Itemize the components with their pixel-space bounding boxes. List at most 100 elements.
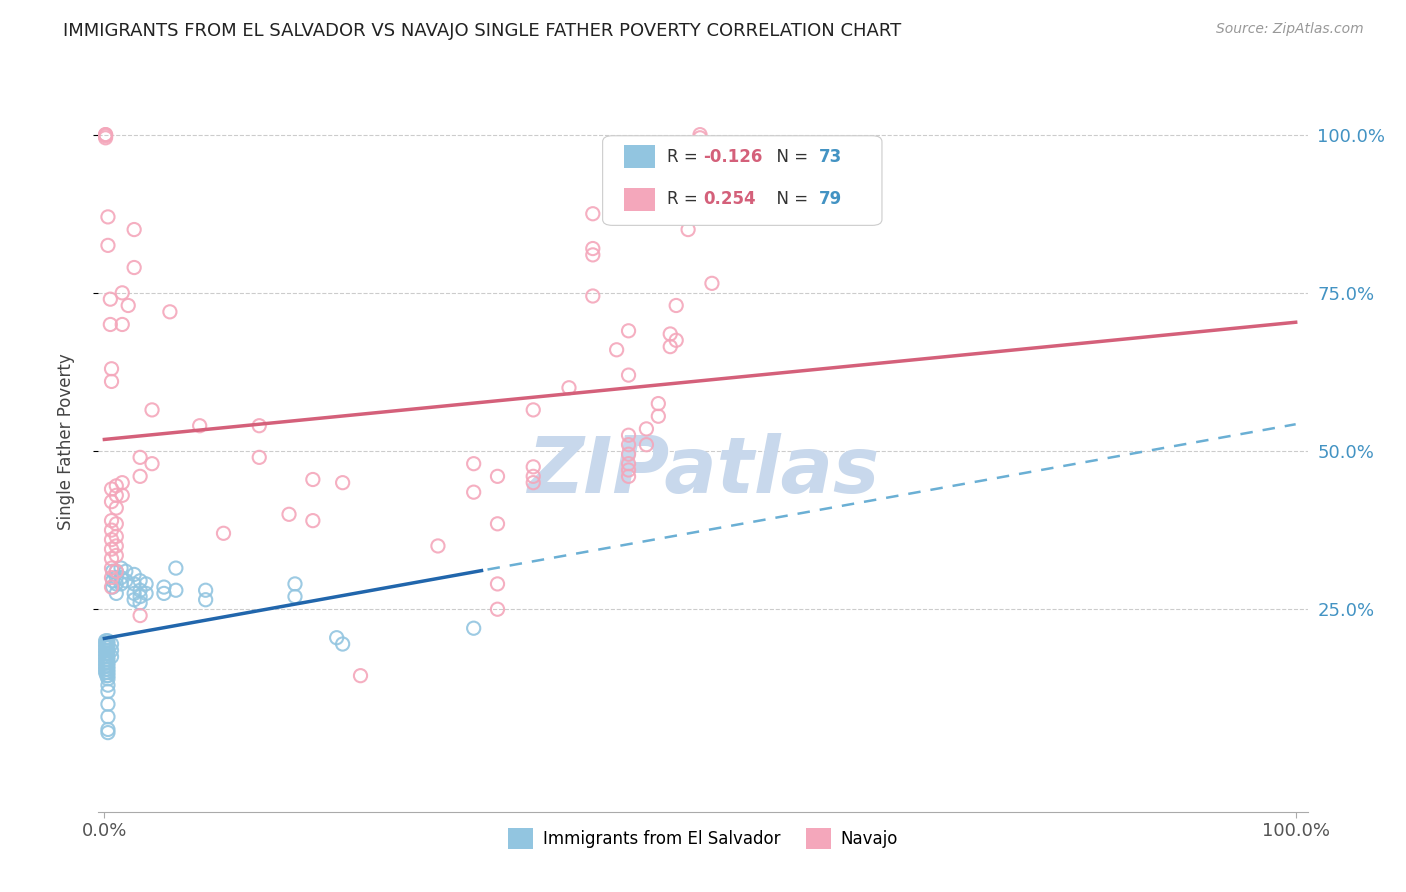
Point xyxy=(94,665,117,680)
Point xyxy=(97,659,120,673)
Point xyxy=(122,592,145,607)
Point xyxy=(94,128,117,143)
Text: 79: 79 xyxy=(820,191,842,209)
Point xyxy=(110,571,132,585)
Point xyxy=(617,428,640,442)
Point xyxy=(617,469,640,483)
Point xyxy=(96,649,118,664)
Point xyxy=(101,564,124,578)
Point xyxy=(97,725,120,739)
Y-axis label: Single Father Poverty: Single Father Poverty xyxy=(56,353,75,530)
Point xyxy=(129,590,152,604)
Point xyxy=(522,475,544,490)
Point xyxy=(159,305,181,319)
Point xyxy=(97,210,120,224)
Point xyxy=(105,516,128,531)
Text: N =: N = xyxy=(766,147,813,166)
Point xyxy=(105,529,128,543)
Point xyxy=(153,586,176,600)
Point xyxy=(247,450,270,465)
Point xyxy=(122,222,145,236)
Point xyxy=(665,298,688,312)
Point xyxy=(100,643,122,657)
Point xyxy=(110,561,132,575)
Point xyxy=(129,469,152,483)
Point xyxy=(486,516,509,531)
Point xyxy=(522,403,544,417)
Point xyxy=(302,514,325,528)
Point xyxy=(636,422,658,436)
Point xyxy=(617,457,640,471)
Point xyxy=(98,292,121,306)
Point xyxy=(97,678,120,692)
Point xyxy=(689,128,711,142)
Point xyxy=(659,326,682,341)
Point xyxy=(105,500,128,515)
Point xyxy=(101,580,124,594)
Point xyxy=(96,647,118,661)
Point xyxy=(96,640,118,655)
Point xyxy=(94,640,117,655)
Point xyxy=(94,647,117,661)
Point xyxy=(135,577,157,591)
Point xyxy=(463,457,485,471)
Point xyxy=(94,653,117,667)
Point xyxy=(463,485,485,500)
Point xyxy=(122,260,145,275)
Point xyxy=(100,649,122,664)
Text: ZIPatlas: ZIPatlas xyxy=(527,434,879,509)
Text: R =: R = xyxy=(666,147,703,166)
Point xyxy=(100,375,122,389)
Point xyxy=(700,277,723,291)
Bar xyxy=(624,188,655,211)
Point xyxy=(129,583,152,598)
Point xyxy=(194,592,217,607)
Point xyxy=(665,333,688,347)
Point xyxy=(97,647,120,661)
Point xyxy=(636,438,658,452)
Text: -0.126: -0.126 xyxy=(703,147,762,166)
Point xyxy=(647,409,669,424)
Point xyxy=(349,668,371,682)
Point xyxy=(100,551,122,566)
Point xyxy=(647,396,669,410)
Point xyxy=(325,631,347,645)
Point xyxy=(111,488,134,502)
Point xyxy=(617,463,640,477)
Point xyxy=(97,672,120,686)
Point xyxy=(97,656,120,670)
Point xyxy=(100,361,122,376)
Point xyxy=(111,285,134,300)
Point xyxy=(617,368,640,383)
Point xyxy=(522,469,544,483)
Point xyxy=(100,523,122,537)
Point xyxy=(101,574,124,588)
Point xyxy=(522,459,544,474)
Point xyxy=(426,539,449,553)
Point xyxy=(659,340,682,354)
Bar xyxy=(624,145,655,168)
Point xyxy=(94,128,117,142)
Point xyxy=(94,633,117,648)
Point xyxy=(617,438,640,452)
Point xyxy=(94,649,117,664)
Point xyxy=(97,653,120,667)
Point xyxy=(129,596,152,610)
Point xyxy=(302,473,325,487)
Point xyxy=(97,710,120,724)
Point xyxy=(111,475,134,490)
Point xyxy=(94,130,117,145)
Point xyxy=(582,207,605,221)
Text: 73: 73 xyxy=(820,147,842,166)
Point xyxy=(100,637,122,651)
Point xyxy=(463,621,485,635)
Point xyxy=(98,318,121,332)
Point xyxy=(97,723,120,737)
Point xyxy=(676,222,699,236)
Point xyxy=(97,662,120,676)
Point xyxy=(100,580,122,594)
Point xyxy=(105,577,128,591)
Point xyxy=(97,665,120,680)
Point xyxy=(114,574,136,588)
Point xyxy=(105,488,128,502)
